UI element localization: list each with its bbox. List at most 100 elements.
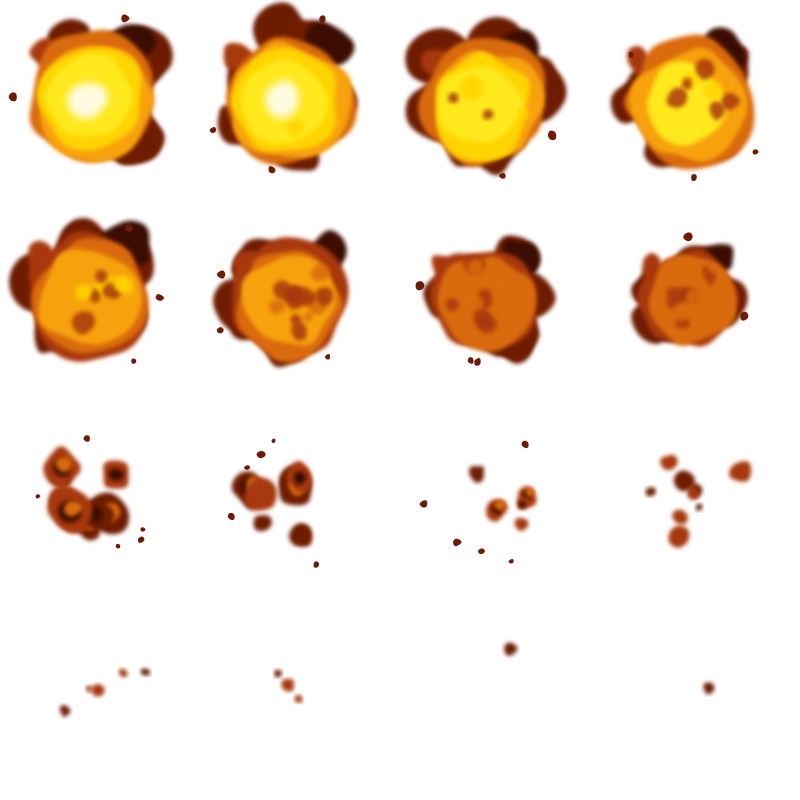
- fire-mottle: [310, 264, 331, 282]
- debris-particle: [294, 694, 303, 703]
- fire-mottle: [288, 284, 300, 298]
- debris-particle: [508, 558, 514, 564]
- debris-particle: [628, 51, 634, 58]
- debris-particle: [137, 536, 145, 543]
- explosion-frame-8: [631, 232, 749, 347]
- smoke-cluster: [518, 500, 526, 509]
- fire-mottle: [703, 81, 723, 100]
- explosion-frame-14: [274, 669, 303, 703]
- ember: [63, 500, 83, 517]
- ember: [494, 500, 506, 511]
- debris-particle: [478, 548, 485, 555]
- debris-particle: [313, 561, 320, 568]
- debris-particle: [8, 92, 17, 102]
- debris-particle: [216, 270, 226, 279]
- debris-particle: [691, 174, 697, 182]
- debris-particle: [453, 538, 462, 547]
- debris-particle: [441, 34, 451, 43]
- debris-particle: [140, 668, 151, 676]
- explosion-frame-7: [415, 235, 556, 366]
- fire-mottle: [512, 293, 525, 307]
- smoke-cluster: [514, 518, 529, 531]
- debris-particle: [668, 525, 690, 548]
- fire-mottle: [268, 300, 286, 314]
- fire-mottle: [495, 276, 508, 289]
- debris-particle: [281, 678, 294, 692]
- debris-particle: [504, 642, 518, 656]
- debris-particle: [91, 684, 105, 697]
- debris-particle: [703, 682, 715, 695]
- debris-particle: [474, 357, 481, 366]
- debris-particle: [673, 470, 696, 492]
- fire-mottle: [672, 302, 691, 322]
- smoke-cluster: [89, 506, 103, 523]
- debris-particle: [672, 509, 688, 525]
- debris-particle: [639, 321, 647, 328]
- debris-particle: [319, 15, 326, 23]
- fire-mottle: [695, 277, 709, 292]
- debris-particle: [521, 440, 529, 449]
- explosion-frame-2: [209, 2, 358, 174]
- debris-particle: [85, 685, 93, 693]
- debris-particle: [155, 293, 165, 301]
- debris-particle: [548, 130, 557, 141]
- debris-particle: [695, 503, 703, 512]
- debris-particle: [645, 487, 656, 497]
- explosion-frame-13: [59, 668, 151, 717]
- explosion-frame-11: [419, 440, 537, 564]
- fire-mottle: [291, 320, 307, 341]
- ember: [525, 487, 535, 497]
- fire-mottle: [690, 267, 700, 279]
- debris-particle: [467, 357, 474, 364]
- fire-mottle: [517, 107, 529, 120]
- fire-mottle: [303, 312, 313, 323]
- debris-particle: [687, 486, 699, 500]
- debris-particle: [415, 281, 425, 291]
- debris-particle: [118, 668, 128, 678]
- debris-particle: [325, 353, 331, 360]
- debris-particle: [140, 527, 146, 532]
- debris-particle: [256, 450, 266, 459]
- smoke-cluster: [293, 471, 307, 486]
- debris-particle: [740, 311, 749, 321]
- fire-mottle: [709, 100, 725, 121]
- explosion-frame-12: [645, 454, 752, 548]
- smoke-cluster: [469, 466, 484, 483]
- smoke-cluster: [108, 468, 125, 481]
- explosion-frame-5: [9, 218, 165, 364]
- fire-mottle: [721, 92, 741, 111]
- debris-particle: [83, 435, 90, 442]
- fire-mottle: [71, 311, 95, 335]
- debris-particle: [274, 669, 283, 678]
- fire-mottle: [666, 87, 688, 108]
- explosion-frame-1: [8, 14, 173, 165]
- debris-particle: [729, 461, 752, 482]
- debris-particle: [121, 14, 130, 23]
- fire-mottle: [695, 58, 715, 80]
- fire-mottle: [460, 76, 483, 100]
- fire-mottle: [285, 119, 305, 137]
- debris-particle: [216, 327, 224, 334]
- debris-particle: [35, 494, 41, 499]
- smoke-cluster: [244, 477, 277, 511]
- ember: [55, 457, 72, 473]
- fire-mottle: [468, 294, 484, 310]
- explosion-frame-16: [703, 682, 715, 695]
- debris-particle: [131, 358, 137, 364]
- fire-mottle: [75, 284, 92, 300]
- debris-particle: [683, 232, 693, 242]
- debris-particle: [752, 149, 759, 155]
- smoke-cluster: [253, 515, 272, 532]
- fire-core: [647, 61, 728, 146]
- explosion-frame-4: [610, 27, 759, 182]
- debris-particle: [115, 543, 121, 549]
- debris-particle: [158, 52, 164, 59]
- fire-mottle: [482, 109, 494, 120]
- smoke-cluster: [288, 523, 312, 547]
- fire-mottle: [446, 288, 460, 300]
- explosion-frame-6: [213, 230, 349, 368]
- fire-hotspot: [67, 82, 109, 119]
- fire-mottle: [315, 286, 334, 306]
